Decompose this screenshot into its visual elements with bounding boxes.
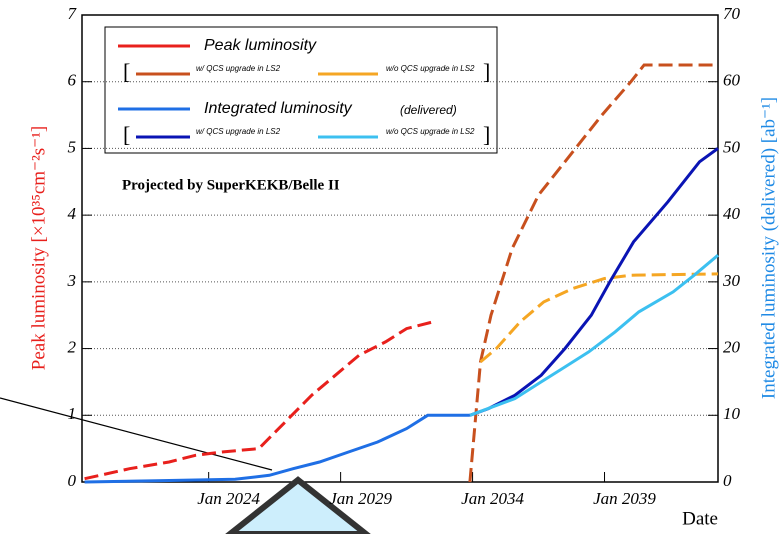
y2-tick-label: 30 [722,271,741,290]
series-line [469,254,719,417]
x-tick-label: Jan 2024 [197,489,260,508]
series-line [469,147,719,417]
legend-label: w/ QCS upgrade in LS2 [196,64,281,73]
x-tick-label: Jan 2039 [593,489,656,508]
y2-tick-label: 60 [723,71,741,90]
x-tick-label: Jan 2029 [329,489,392,508]
legend-bracket: [ [123,122,130,147]
legend-label: Peak luminosity [204,37,317,54]
legend-bracket: ] [483,122,490,147]
series-line [84,413,470,484]
y-tick-label: 5 [68,137,77,156]
legend-box [104,26,498,154]
y-tick-label: 2 [68,337,77,356]
y2-tick-label: 70 [723,4,741,23]
callout-shape [225,476,371,534]
x-tick-label: Jan 2034 [461,489,524,508]
legend-label: w/ QCS upgrade in LS2 [196,127,281,136]
y2-axis-label: Integrated luminosity (delivered) [ab⁻¹] [758,97,779,399]
y-tick-label: 6 [68,71,77,90]
series-line [468,63,718,483]
legend-bracket: [ [123,59,130,84]
y2-tick-label: 50 [723,137,741,156]
series-line [479,272,719,364]
y-axis-label: Peak luminosity [×10³⁵cm⁻²s⁻¹] [28,126,49,370]
y-tick-label: 7 [68,4,78,23]
callout-line [0,397,273,471]
y2-tick-label: 20 [723,337,741,356]
legend-label: w/o QCS upgrade in LS2 [386,127,475,136]
legend-label: Integrated luminosity [204,100,353,117]
legend-label: w/o QCS upgrade in LS2 [386,64,475,73]
series-line [84,320,434,481]
y-tick-label: 3 [67,271,77,290]
plot-frame [81,14,719,483]
y-tick-label: 4 [68,204,77,223]
y-tick-label: 0 [68,471,77,490]
legend-note: (delivered) [400,103,457,117]
annotation: Projected by SuperKEKB/Belle II [122,177,340,193]
y-tick-label: 1 [68,404,77,423]
x-axis-label: Date [682,508,718,529]
y2-tick-label: 40 [723,204,741,223]
y2-tick-label: 0 [723,471,732,490]
y2-tick-label: 10 [723,404,741,423]
legend-bracket: ] [483,59,490,84]
